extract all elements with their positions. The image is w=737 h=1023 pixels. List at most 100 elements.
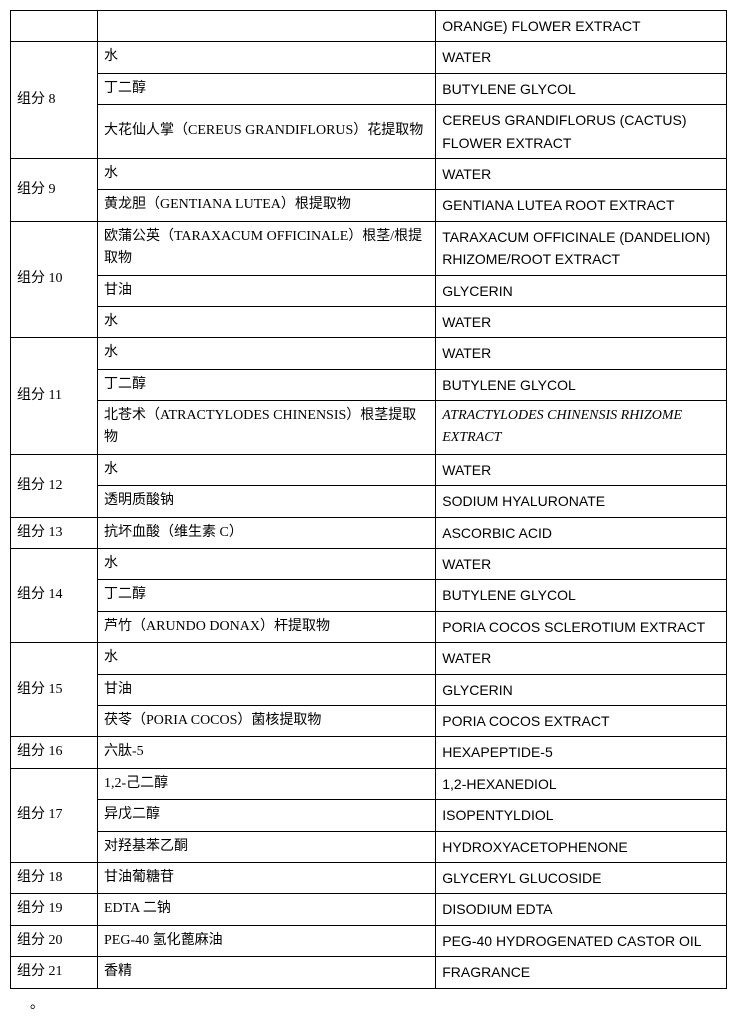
chinese-name-cell: 1,2-己二醇 (98, 768, 436, 799)
footer-text: 。 (30, 993, 727, 1013)
table-row: 甘油GLYCERIN (11, 275, 727, 306)
chinese-name-cell: 抗坏血酸（维生素 C） (98, 517, 436, 548)
table-row: 黄龙胆（GENTIANA LUTEA）根提取物GENTIANA LUTEA RO… (11, 190, 727, 221)
group-cell: 组分 13 (11, 517, 98, 548)
table-row: 组分 19EDTA 二钠DISODIUM EDTA (11, 894, 727, 925)
english-name-cell: HEXAPEPTIDE-5 (436, 737, 727, 768)
chinese-name-cell: 丁二醇 (98, 369, 436, 400)
english-name-cell: WATER (436, 338, 727, 369)
group-cell (11, 11, 98, 42)
table-row: 组分 18甘油葡糖苷GLYCERYL GLUCOSIDE (11, 862, 727, 893)
english-name-cell: ATRACTYLODES CHINENSIS RHIZOME EXTRACT (436, 401, 727, 455)
chinese-name-cell: 甘油 (98, 275, 436, 306)
chinese-name-cell: 黄龙胆（GENTIANA LUTEA）根提取物 (98, 190, 436, 221)
table-row: 组分 8水WATER (11, 42, 727, 73)
table-row: 芦竹（ARUNDO DONAX）杆提取物PORIA COCOS SCLEROTI… (11, 611, 727, 642)
table-row: 异戊二醇ISOPENTYLDIOL (11, 800, 727, 831)
ingredient-table: ORANGE) FLOWER EXTRACT组分 8水WATER丁二醇BUTYL… (10, 10, 727, 989)
table-row: 组分 171,2-己二醇1,2-HEXANEDIOL (11, 768, 727, 799)
chinese-name-cell: 对羟基苯乙酮 (98, 831, 436, 862)
english-name-cell: SODIUM HYALURONATE (436, 486, 727, 517)
table-row: 对羟基苯乙酮HYDROXYACETOPHENONE (11, 831, 727, 862)
chinese-name-cell: 甘油 (98, 674, 436, 705)
chinese-name-cell: 水 (98, 454, 436, 485)
chinese-name-cell: 丁二醇 (98, 73, 436, 104)
table-row: ORANGE) FLOWER EXTRACT (11, 11, 727, 42)
table-row: 组分 11水WATER (11, 338, 727, 369)
english-name-cell: ORANGE) FLOWER EXTRACT (436, 11, 727, 42)
group-cell: 组分 12 (11, 454, 98, 517)
english-name-cell: ISOPENTYLDIOL (436, 800, 727, 831)
chinese-name-cell (98, 11, 436, 42)
english-name-cell: GLYCERIN (436, 275, 727, 306)
group-cell: 组分 10 (11, 221, 98, 338)
table-row: 组分 15水WATER (11, 643, 727, 674)
group-cell: 组分 18 (11, 862, 98, 893)
english-name-cell: WATER (436, 306, 727, 337)
table-row: 组分 16六肽-5HEXAPEPTIDE-5 (11, 737, 727, 768)
english-name-cell: GLYCERYL GLUCOSIDE (436, 862, 727, 893)
english-name-cell: TARAXACUM OFFICINALE (DANDELION) RHIZOME… (436, 221, 727, 275)
group-cell: 组分 20 (11, 925, 98, 956)
english-name-cell: BUTYLENE GLYCOL (436, 73, 727, 104)
english-name-cell: WATER (436, 549, 727, 580)
chinese-name-cell: 水 (98, 338, 436, 369)
table-row: 茯苓（PORIA COCOS）菌核提取物PORIA COCOS EXTRACT (11, 705, 727, 736)
english-name-cell: WATER (436, 643, 727, 674)
english-name-cell: HYDROXYACETOPHENONE (436, 831, 727, 862)
table-row: 甘油GLYCERIN (11, 674, 727, 705)
chinese-name-cell: 北苍术（ATRACTYLODES CHINENSIS）根茎提取物 (98, 401, 436, 455)
table-row: 丁二醇BUTYLENE GLYCOL (11, 369, 727, 400)
chinese-name-cell: 水 (98, 549, 436, 580)
table-row: 北苍术（ATRACTYLODES CHINENSIS）根茎提取物ATRACTYL… (11, 401, 727, 455)
chinese-name-cell: 异戊二醇 (98, 800, 436, 831)
chinese-name-cell: 芦竹（ARUNDO DONAX）杆提取物 (98, 611, 436, 642)
chinese-name-cell: 水 (98, 42, 436, 73)
chinese-name-cell: 香精 (98, 957, 436, 988)
chinese-name-cell: 丁二醇 (98, 580, 436, 611)
english-name-cell: CEREUS GRANDIFLORUS (CACTUS) FLOWER EXTR… (436, 105, 727, 159)
group-cell: 组分 14 (11, 549, 98, 643)
table-row: 组分 13抗坏血酸（维生素 C）ASCORBIC ACID (11, 517, 727, 548)
english-name-cell: PORIA COCOS SCLEROTIUM EXTRACT (436, 611, 727, 642)
english-name-cell: FRAGRANCE (436, 957, 727, 988)
table-body: ORANGE) FLOWER EXTRACT组分 8水WATER丁二醇BUTYL… (11, 11, 727, 989)
group-cell: 组分 21 (11, 957, 98, 988)
chinese-name-cell: 六肽-5 (98, 737, 436, 768)
table-row: 组分 12水WATER (11, 454, 727, 485)
chinese-name-cell: 透明质酸钠 (98, 486, 436, 517)
english-name-cell: WATER (436, 42, 727, 73)
english-name-cell: BUTYLENE GLYCOL (436, 580, 727, 611)
english-name-cell: 1,2-HEXANEDIOL (436, 768, 727, 799)
chinese-name-cell: EDTA 二钠 (98, 894, 436, 925)
group-cell: 组分 17 (11, 768, 98, 862)
group-cell: 组分 19 (11, 894, 98, 925)
table-row: 大花仙人掌（CEREUS GRANDIFLORUS）花提取物CEREUS GRA… (11, 105, 727, 159)
chinese-name-cell: 水 (98, 643, 436, 674)
english-name-cell: GENTIANA LUTEA ROOT EXTRACT (436, 190, 727, 221)
chinese-name-cell: 大花仙人掌（CEREUS GRANDIFLORUS）花提取物 (98, 105, 436, 159)
table-row: 组分 10欧蒲公英（TARAXACUM OFFICINALE）根茎/根提取物TA… (11, 221, 727, 275)
table-row: 组分 9水WATER (11, 158, 727, 189)
english-name-cell: WATER (436, 454, 727, 485)
group-cell: 组分 8 (11, 42, 98, 159)
chinese-name-cell: 欧蒲公英（TARAXACUM OFFICINALE）根茎/根提取物 (98, 221, 436, 275)
table-row: 组分 20PEG-40 氢化蓖麻油PEG-40 HYDROGENATED CAS… (11, 925, 727, 956)
english-name-cell: DISODIUM EDTA (436, 894, 727, 925)
english-name-cell: WATER (436, 158, 727, 189)
english-name-cell: ASCORBIC ACID (436, 517, 727, 548)
chinese-name-cell: 甘油葡糖苷 (98, 862, 436, 893)
group-cell: 组分 16 (11, 737, 98, 768)
english-name-cell: GLYCERIN (436, 674, 727, 705)
group-cell: 组分 11 (11, 338, 98, 455)
table-row: 透明质酸钠SODIUM HYALURONATE (11, 486, 727, 517)
group-cell: 组分 15 (11, 643, 98, 737)
table-row: 组分 21香精FRAGRANCE (11, 957, 727, 988)
table-row: 水WATER (11, 306, 727, 337)
chinese-name-cell: 水 (98, 158, 436, 189)
table-row: 丁二醇BUTYLENE GLYCOL (11, 580, 727, 611)
chinese-name-cell: PEG-40 氢化蓖麻油 (98, 925, 436, 956)
chinese-name-cell: 茯苓（PORIA COCOS）菌核提取物 (98, 705, 436, 736)
group-cell: 组分 9 (11, 158, 98, 221)
chinese-name-cell: 水 (98, 306, 436, 337)
